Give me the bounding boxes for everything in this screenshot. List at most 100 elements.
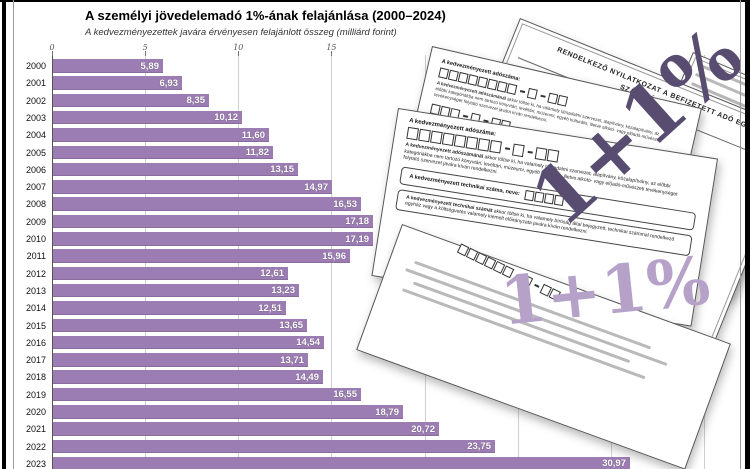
value-label: 30,97 — [602, 458, 626, 469]
frame-inner-line-left — [13, 0, 14, 469]
value-label: 11,60 — [241, 129, 265, 141]
year-label: 2010 — [25, 234, 46, 244]
frame-inner-line-right — [740, 0, 741, 469]
value-bar: 30,97 — [53, 456, 630, 469]
form-checkbox — [430, 130, 443, 145]
value-label: 23,75 — [467, 441, 491, 453]
form-checkbox — [506, 83, 518, 95]
x-tick-mark — [331, 51, 333, 56]
year-label: 2006 — [25, 164, 46, 175]
chart-subtitle: A kedvezményezettek javára érvényesen fe… — [85, 27, 397, 38]
x-tick-mark — [145, 51, 147, 56]
year-label: 2021 — [25, 424, 46, 435]
x-tick-mark — [52, 51, 53, 56]
value-bar: 16,55 — [53, 387, 361, 402]
year-label: 2002 — [25, 95, 46, 106]
form-checkbox — [465, 136, 479, 150]
value-label: 14,97 — [304, 181, 328, 193]
x-tick-label: 0 — [49, 43, 55, 52]
value-label: 16,55 — [333, 389, 357, 401]
year-label: 2014 — [25, 303, 46, 314]
form-checkbox — [526, 87, 538, 100]
year-label: 2016 — [25, 337, 46, 348]
value-bar: 12,51 — [53, 301, 286, 315]
value-label: 14,54 — [296, 337, 320, 349]
year-label: 2019 — [25, 389, 46, 400]
year-label: 2017 — [25, 355, 46, 366]
year-label: 2015 — [25, 320, 46, 331]
form-checkbox — [453, 134, 467, 148]
year-label: 2007 — [25, 182, 46, 193]
value-label: 11,82 — [245, 147, 269, 158]
value-bar: 13,23 — [53, 283, 299, 298]
form-checkbox — [406, 126, 420, 141]
form-checkbox — [418, 128, 431, 143]
year-label: 2018 — [25, 372, 46, 383]
value-label: 20,72 — [411, 423, 435, 435]
value-label: 12,61 — [260, 268, 284, 280]
value-bar: 15,96 — [53, 249, 350, 263]
dash — [519, 90, 526, 94]
value-label: 6,93 — [159, 77, 179, 89]
value-label: 16,53 — [333, 198, 357, 210]
value-bar: 6,93 — [53, 76, 182, 90]
value-bar: 13,65 — [53, 318, 307, 332]
frame-border-right — [745, 0, 750, 469]
value-bar: 23,75 — [53, 439, 495, 454]
chart-title: A személyi jövedelemadó 1%-ának felajánl… — [85, 8, 446, 23]
value-bar: 12,61 — [53, 266, 288, 281]
value-label: 18,79 — [375, 406, 399, 418]
value-bar: 16,53 — [53, 197, 361, 211]
x-tick-label: 5 — [142, 43, 148, 52]
value-bar: 20,72 — [53, 422, 439, 436]
year-label: 2000 — [25, 61, 46, 71]
value-label: 17,19 — [345, 233, 369, 245]
value-label: 12,51 — [258, 302, 282, 314]
year-label: 2003 — [25, 112, 46, 123]
value-bar: 17,19 — [53, 232, 373, 246]
year-label: 2011 — [26, 251, 46, 262]
y-axis-line — [52, 55, 53, 469]
x-tick-label: 10 — [233, 43, 244, 52]
year-label: 2004 — [25, 130, 46, 141]
value-bar: 14,54 — [53, 335, 324, 350]
year-label: 2020 — [25, 407, 46, 417]
x-tick-mark — [238, 51, 240, 56]
dash — [462, 114, 469, 118]
frame-border-top — [0, 0, 750, 2]
value-bar: 17,18 — [53, 214, 373, 229]
value-label: 14,49 — [295, 371, 319, 383]
form-checkbox — [441, 132, 455, 147]
year-label: 2001 — [25, 78, 46, 89]
frame-border-left — [2, 0, 6, 469]
value-label: 15,96 — [322, 250, 346, 262]
value-bar: 10,12 — [53, 110, 242, 125]
value-label: 5,89 — [140, 60, 160, 72]
year-label: 2009 — [25, 216, 46, 227]
year-label: 2013 — [25, 285, 46, 296]
value-label: 13,15 — [270, 164, 294, 176]
value-label: 13,71 — [280, 354, 304, 366]
value-label: 13,65 — [279, 320, 303, 331]
value-bar: 13,15 — [53, 162, 298, 177]
value-label: 8,35 — [186, 95, 206, 107]
value-bar: 18,79 — [53, 405, 403, 419]
year-label: 2022 — [25, 441, 46, 452]
value-label: 13,23 — [271, 285, 295, 297]
year-label: 2023 — [25, 458, 46, 469]
value-bar: 8,35 — [53, 93, 209, 108]
year-label: 2008 — [25, 199, 46, 210]
value-bar: 5,89 — [53, 59, 163, 73]
value-label: 17,18 — [345, 216, 369, 228]
year-label: 2005 — [25, 147, 46, 158]
year-label: 2012 — [25, 268, 46, 279]
value-bar: 11,82 — [53, 145, 273, 159]
value-bar: 14,97 — [53, 180, 332, 194]
dash — [540, 94, 546, 98]
value-bar: 14,49 — [53, 370, 323, 384]
value-bar: 13,71 — [53, 353, 308, 367]
x-tick-label: 15 — [326, 43, 337, 52]
value-label: 10,12 — [214, 112, 238, 124]
form-checkbox — [477, 138, 491, 152]
